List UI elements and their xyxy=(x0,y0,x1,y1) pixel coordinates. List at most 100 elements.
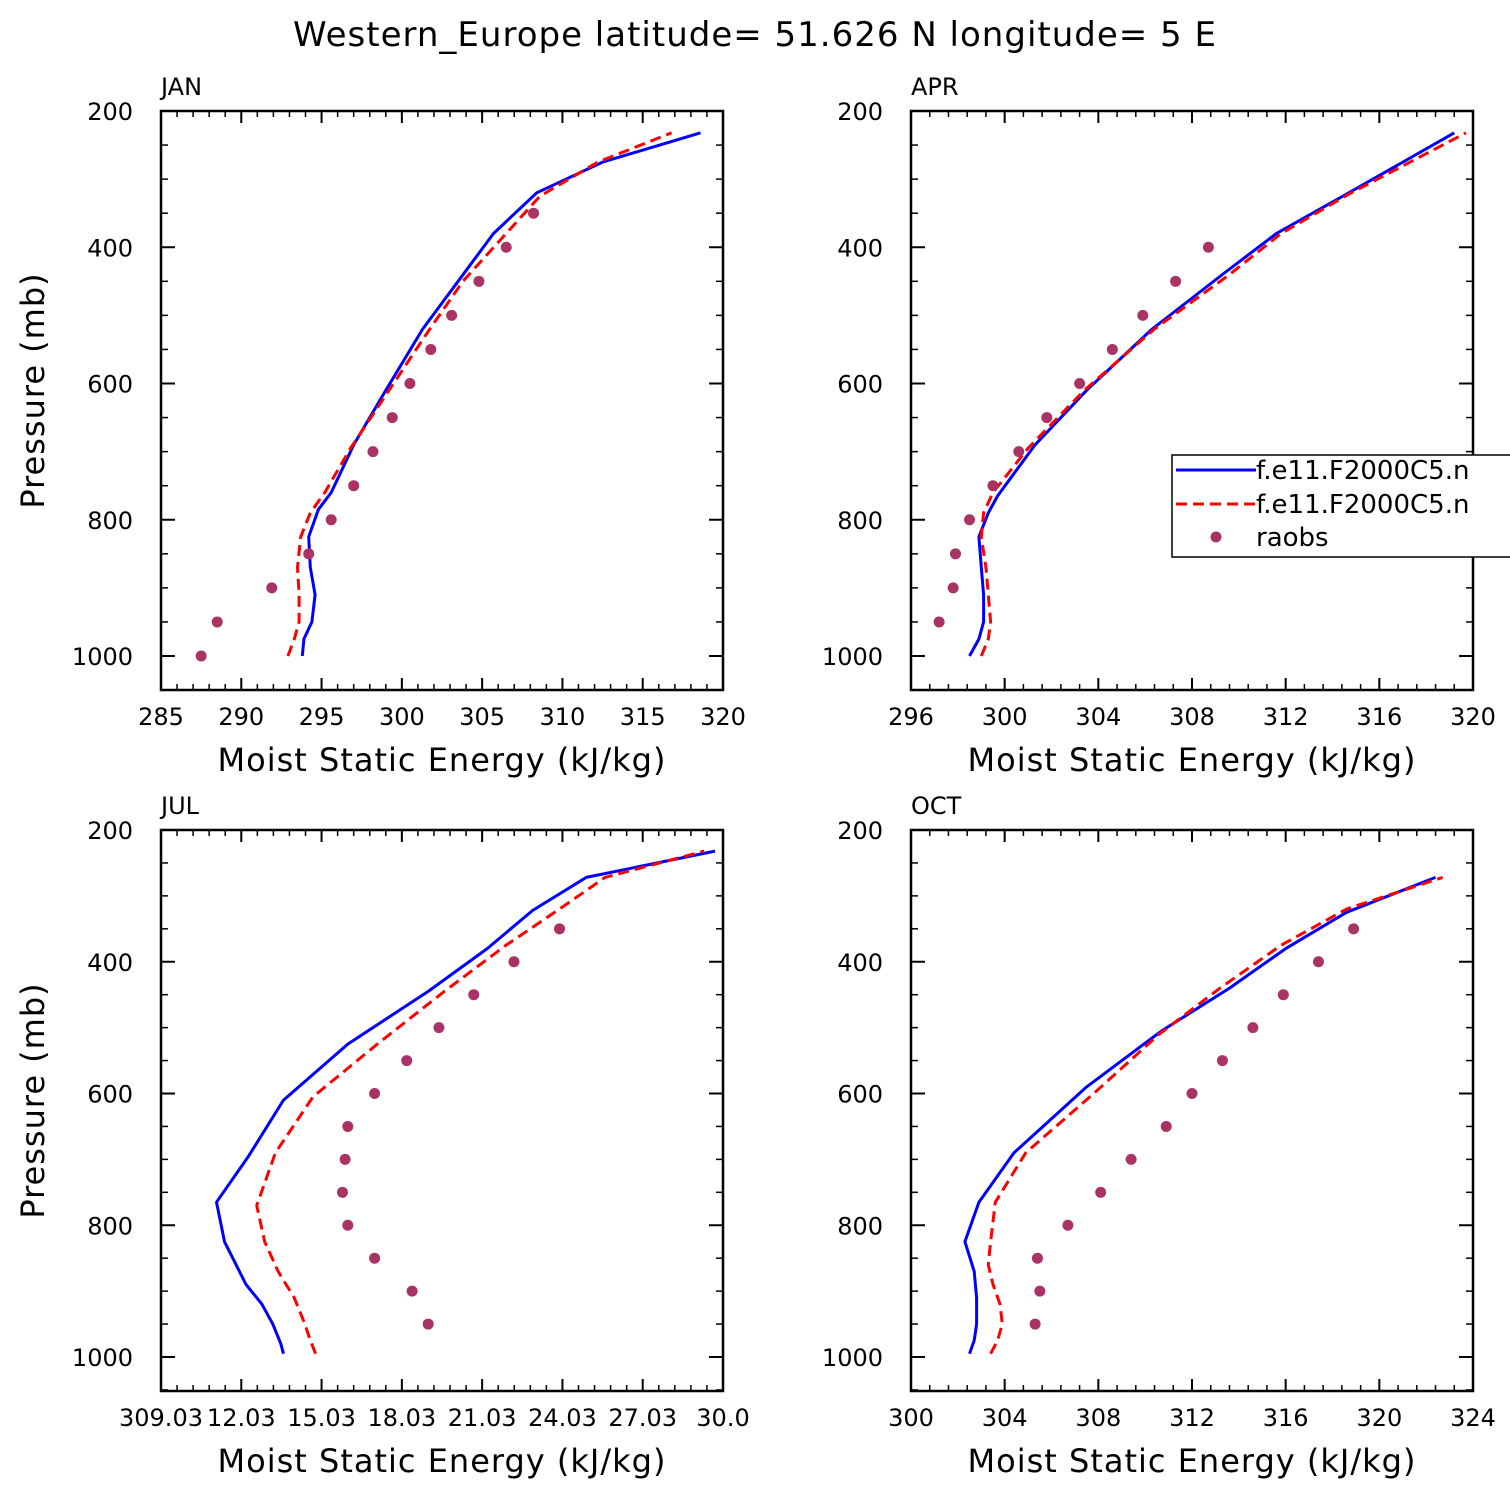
legend-label-raobs: raobs xyxy=(1256,523,1329,553)
x-axis-label: Moist Static Energy (kJ/kg) xyxy=(218,1442,667,1480)
raobs-point xyxy=(401,1055,413,1067)
x-tick-label: 18.03 xyxy=(367,1404,436,1432)
raobs-point xyxy=(195,650,207,662)
x-axis-label: Moist Static Energy (kJ/kg) xyxy=(218,741,667,779)
y-axis-label: Pressure (mb) xyxy=(14,272,52,508)
raobs-point xyxy=(425,343,437,355)
x-tick-label: 285 xyxy=(138,703,184,731)
raobs-point xyxy=(404,378,416,389)
raobs-point xyxy=(1029,1318,1041,1330)
raobs-point xyxy=(386,412,398,424)
series-line-1-jul xyxy=(215,849,716,1355)
y-axis-label: Pressure (mb) xyxy=(14,982,52,1218)
raobs-point xyxy=(433,1022,445,1034)
y-tick-label: 1000 xyxy=(72,643,133,671)
x-tick-label: 310 xyxy=(540,703,586,731)
figure-title: Western_Europe latitude= 51.626 N longit… xyxy=(293,15,1217,55)
raobs-point xyxy=(1034,1285,1046,1297)
raobs-point xyxy=(1137,309,1149,321)
series-line-1-jan xyxy=(300,131,701,657)
raobs-point xyxy=(1074,378,1086,389)
raobs-point xyxy=(266,582,278,594)
y-tick-label: 800 xyxy=(87,507,133,535)
x-tick-label: 296 xyxy=(888,703,934,731)
y-tick-label: 1000 xyxy=(72,1344,133,1372)
x-tick-label: 304 xyxy=(1075,703,1121,731)
raobs-point xyxy=(1013,446,1025,458)
y-tick-label: 800 xyxy=(837,507,883,535)
raobs-point xyxy=(947,582,959,594)
plot-frame xyxy=(909,828,1475,1393)
raobs-point xyxy=(339,1153,351,1165)
y-tick-label: 200 xyxy=(87,98,133,126)
raobs-point xyxy=(446,309,458,321)
raobs-point xyxy=(1170,275,1182,287)
raobs-point xyxy=(336,1186,348,1198)
panel-label: JUL xyxy=(159,792,200,820)
raobs-point xyxy=(369,1088,381,1099)
y-tick-label: 1000 xyxy=(822,643,883,671)
raobs-point xyxy=(406,1285,418,1297)
x-tick-label: 316 xyxy=(1263,1404,1309,1432)
x-tick-label: 300 xyxy=(888,1404,934,1432)
legend-marker-raobs xyxy=(1210,531,1222,543)
x-tick-label: 308 xyxy=(1169,703,1215,731)
y-tick-label: 800 xyxy=(837,1212,883,1240)
panel-label: OCT xyxy=(911,792,962,820)
raobs-point xyxy=(348,480,360,492)
y-tick-label: 600 xyxy=(837,371,883,399)
x-tick-label: 312 xyxy=(1263,703,1309,731)
y-tick-label: 400 xyxy=(837,949,883,977)
raobs-point xyxy=(1216,1055,1228,1067)
x-tick-label: 305 xyxy=(459,703,505,731)
series-line-2-jan xyxy=(286,131,673,657)
raobs-point xyxy=(369,1252,381,1264)
x-tick-label: 308 xyxy=(1075,1404,1121,1432)
raobs-point xyxy=(1202,241,1214,253)
raobs-point xyxy=(500,241,512,253)
panel-oct: OCT 300 304 308 312 316 320 324 200 400 600 800 1000… xyxy=(822,792,1496,1480)
raobs-point xyxy=(1095,1186,1107,1198)
series-line-2-jul xyxy=(255,849,705,1355)
x-tick-label: 290 xyxy=(218,703,264,731)
x-axis-label: Moist Static Energy (kJ/kg) xyxy=(968,741,1417,779)
panel-jul: JUL 309.03 12.03 15.03 18.03 21.03 24.03 27.03 3… xyxy=(14,792,750,1480)
panel-jan: JAN 285 290 295 300 305 310 315 320 200 400 600 800 1… xyxy=(14,73,746,779)
plot-frame xyxy=(159,109,725,692)
y-tick-label: 600 xyxy=(87,371,133,399)
raobs-point xyxy=(508,956,520,968)
legend: f.e11.F2000C5.n f.e11.F2000C5.n raobs xyxy=(1171,454,1510,558)
x-axis-label: Moist Static Energy (kJ/kg) xyxy=(968,1442,1417,1480)
raobs-point xyxy=(949,548,961,560)
x-tick-label: 300 xyxy=(379,703,425,731)
raobs-point xyxy=(528,207,540,219)
raobs-point xyxy=(473,275,485,287)
panel-apr: APR 296 300 304 308 312 316 320 200 400 600 800 1000… xyxy=(822,73,1496,779)
y-tick-label: 600 xyxy=(87,1081,133,1109)
raobs-point xyxy=(933,616,945,628)
x-tick-label: 309.03 xyxy=(119,1404,203,1432)
raobs-point xyxy=(1247,1022,1259,1034)
x-tick-label: 300 xyxy=(982,703,1028,731)
raobs-point xyxy=(987,480,999,492)
raobs-point xyxy=(342,1219,354,1231)
y-tick-label: 1000 xyxy=(822,1344,883,1372)
plot-frame xyxy=(909,109,1475,692)
y-tick-label: 600 xyxy=(837,1081,883,1109)
x-tick-label: 324 xyxy=(1450,1404,1496,1432)
x-tick-label: 295 xyxy=(299,703,345,731)
x-tick-label: 304 xyxy=(982,1404,1028,1432)
raobs-point xyxy=(554,923,566,935)
raobs-point xyxy=(1041,412,1053,424)
x-tick-label: 320 xyxy=(1450,703,1496,731)
x-tick-label: 12.03 xyxy=(207,1404,276,1432)
y-tick-label: 200 xyxy=(837,98,883,126)
y-tick-label: 800 xyxy=(87,1212,133,1240)
raobs-point xyxy=(367,446,379,458)
raobs-point xyxy=(1160,1120,1172,1132)
x-tick-label: 27.03 xyxy=(608,1404,677,1432)
x-tick-label: 316 xyxy=(1356,703,1402,731)
series-line-1-oct xyxy=(963,876,1437,1355)
series-line-2-oct xyxy=(986,875,1444,1355)
